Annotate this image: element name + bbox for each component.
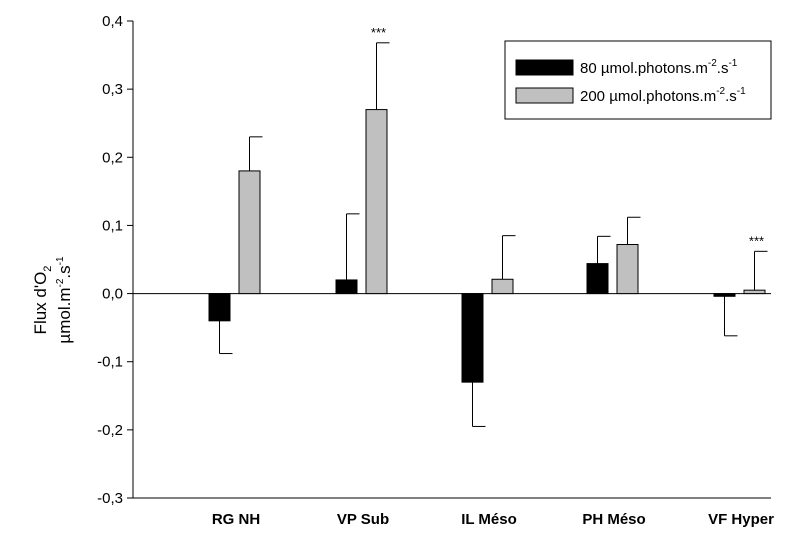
bar [616,244,639,295]
x-category-label: PH Méso [582,511,645,528]
bar [335,279,358,295]
y-tick-label: -0,2 [97,422,123,439]
bar [491,278,514,295]
y-tick-label: -0,1 [97,354,123,371]
bar [365,109,388,295]
legend-swatch-200 [515,87,574,104]
legend-label-80: 80 µmol.photons.m-2.s-1 [580,58,738,77]
y-tick-label: -0,3 [97,490,123,507]
plot-area: -0,3 -0,2 -0,1 0,0 0,1 0,2 0,3 0,4 *** *** RG NH VP… [97,13,774,528]
x-category-label: IL Méso [461,511,517,528]
significance-label: *** [749,233,764,248]
legend-box [504,40,772,120]
y-axis-title: Flux d'O2 µmol.m-2.s-1 [31,256,74,344]
y-axis-title-line2: µmol.m-2.s-1 [55,256,74,344]
x-category-label: RG NH [212,511,260,528]
x-category-label: VP Sub [337,511,389,528]
bar [713,293,736,297]
y-axis-title-line1: Flux d'O2 [31,266,54,335]
y-tick-label: 0,3 [102,81,123,98]
bar [586,263,609,295]
x-category-label: VF Hyper [708,511,774,528]
legend: 80 µmol.photons.m-2.s-1 200 µmol.photons… [504,40,772,120]
y-tick-label: 0,1 [102,217,123,234]
bar [238,170,261,295]
bar [461,293,484,383]
significance-label: *** [371,25,386,40]
legend-swatch-80 [515,59,574,76]
y-tick-label: 0,0 [102,286,123,303]
bar [743,289,766,295]
legend-label-200: 200 µmol.photons.m-2.s-1 [580,86,746,105]
y-tick-label: 0,2 [102,149,123,166]
y-tick-label: 0,4 [102,13,123,30]
bar [208,293,231,322]
